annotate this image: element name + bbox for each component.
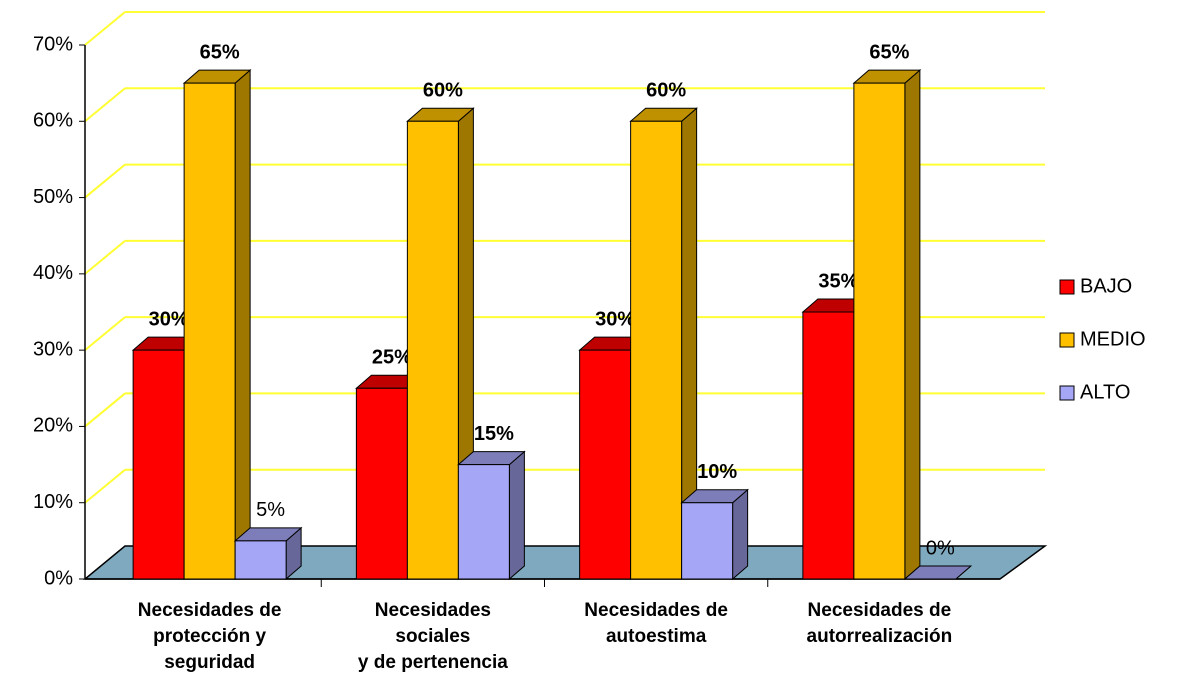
y-tick-label: 10% xyxy=(33,491,73,513)
legend-swatch xyxy=(1059,332,1075,348)
grid-line xyxy=(84,468,126,504)
bar xyxy=(182,69,252,581)
y-tick-label: 50% xyxy=(33,186,73,208)
data-label: 0% xyxy=(926,537,955,559)
bar-front xyxy=(132,349,185,580)
data-label: 60% xyxy=(646,80,686,102)
data-label: 30% xyxy=(595,308,635,330)
grid-line xyxy=(84,240,126,275)
data-label: 25% xyxy=(372,347,412,369)
bar xyxy=(233,526,303,581)
bar-front xyxy=(457,464,510,580)
grid-line xyxy=(84,11,126,46)
bar xyxy=(457,450,526,581)
bar xyxy=(852,69,922,581)
bar-front xyxy=(234,540,287,580)
legend-swatch xyxy=(1059,279,1075,295)
grid-line xyxy=(84,316,126,351)
data-label: 35% xyxy=(818,270,858,292)
grid-line xyxy=(84,163,126,199)
grid-line xyxy=(84,87,126,123)
bar-front xyxy=(406,120,459,580)
bar-side xyxy=(508,450,525,581)
bar-front xyxy=(355,387,408,580)
x-tick-label: Necesidades de autorrealización xyxy=(806,600,953,647)
bar-side xyxy=(234,69,251,581)
bar xyxy=(903,565,973,580)
bar-top xyxy=(903,565,973,580)
bar xyxy=(629,107,698,581)
data-label: 65% xyxy=(200,41,240,63)
bar-front xyxy=(183,82,236,580)
legend-label: MEDIO xyxy=(1080,328,1146,350)
legend-label: ALTO xyxy=(1080,381,1130,403)
data-label: 10% xyxy=(697,461,737,483)
bar-side xyxy=(732,488,749,581)
legend-swatch xyxy=(1059,385,1075,401)
bar xyxy=(680,488,749,581)
bar-front xyxy=(579,349,632,580)
y-tick-label: 70% xyxy=(33,33,73,55)
y-tick-label: 60% xyxy=(33,110,73,132)
data-label: 65% xyxy=(869,41,909,63)
bar-front xyxy=(853,82,906,580)
bar-front xyxy=(802,311,855,580)
y-tick-label: 20% xyxy=(33,415,73,437)
data-label: 5% xyxy=(256,499,285,521)
y-tick-label: 30% xyxy=(33,338,73,360)
data-label: 60% xyxy=(423,80,463,102)
data-label: 30% xyxy=(149,308,189,330)
x-tick-label: Necesidades sociales y de pertenencia xyxy=(357,600,508,673)
bar-front xyxy=(681,502,734,580)
legend-label: BAJO xyxy=(1080,275,1132,297)
x-tick-label: Necesidades de autoestima xyxy=(584,600,728,647)
y-tick-label: 40% xyxy=(33,262,73,284)
grid-line xyxy=(84,392,126,428)
bar-side xyxy=(904,69,921,581)
x-tick-label: Necesidades de protección y seguridad xyxy=(137,600,282,673)
bar-front xyxy=(630,120,683,580)
data-label: 15% xyxy=(474,423,514,445)
y-tick-label: 0% xyxy=(44,567,73,589)
